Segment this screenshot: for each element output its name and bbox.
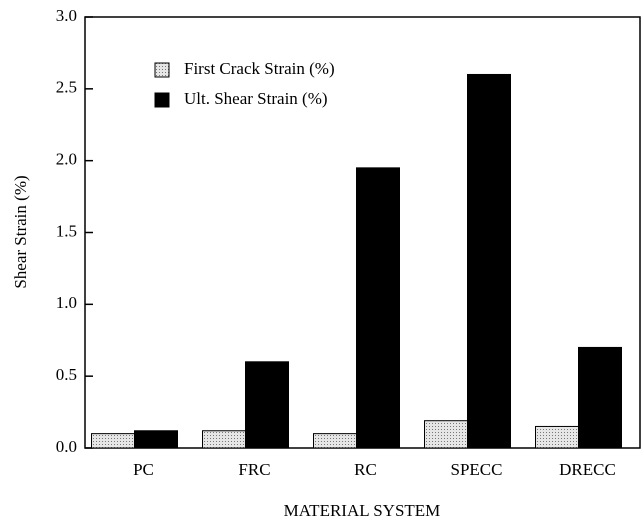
y-tick-label: 3.0 — [56, 6, 77, 25]
bar — [535, 425, 579, 449]
bar — [578, 346, 622, 449]
bar — [245, 361, 289, 449]
bar — [424, 420, 468, 449]
x-tick-label: DRECC — [559, 460, 616, 479]
y-axis-label: Shear Strain (%) — [11, 175, 30, 288]
legend-label: First Crack Strain (%) — [184, 59, 335, 78]
bar — [467, 73, 511, 449]
bar — [356, 167, 400, 449]
y-tick-label: 1.5 — [56, 221, 77, 240]
legend-swatch — [154, 62, 170, 78]
y-tick-label: 2.5 — [56, 78, 77, 97]
bar — [91, 433, 135, 449]
x-tick-label: SPECC — [451, 460, 503, 479]
y-tick-label: 2.0 — [56, 150, 77, 169]
bar — [134, 430, 178, 449]
x-tick-label: FRC — [238, 460, 270, 479]
y-tick-label: 0.5 — [56, 365, 77, 384]
bar — [202, 430, 246, 449]
x-tick-label: PC — [133, 460, 154, 479]
x-axis-label: MATERIAL SYSTEM — [284, 501, 441, 520]
bar — [313, 433, 357, 449]
y-tick-label: 1.0 — [56, 293, 77, 312]
x-tick-label: RC — [354, 460, 377, 479]
y-tick-label: 0.0 — [56, 437, 77, 456]
legend-label: Ult. Shear Strain (%) — [184, 89, 328, 108]
legend-swatch — [154, 92, 170, 108]
